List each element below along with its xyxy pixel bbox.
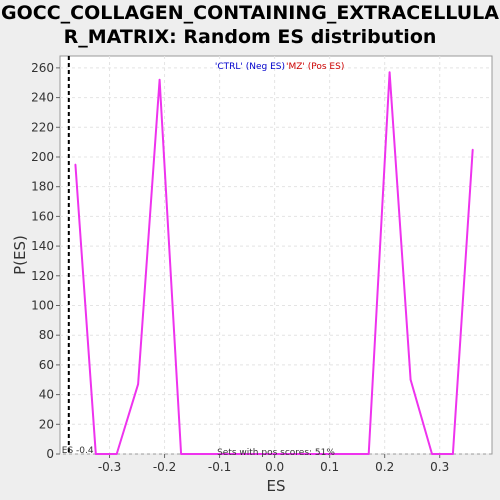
data-point [201, 453, 204, 455]
y-tick-label: 180 [31, 180, 54, 194]
chart-title-line-2: R_MATRIX: Random ES distribution [63, 26, 437, 48]
data-point [180, 453, 182, 455]
x-axis-label: ES [267, 477, 286, 495]
data-point [330, 453, 333, 455]
y-tick-label: 40 [39, 388, 54, 402]
x-tick-label: 0.3 [430, 460, 449, 474]
y-tick-label: 0 [46, 447, 54, 461]
legend-pos-label: 'MZ' (Pos ES) [286, 62, 344, 72]
y-tick-label: 220 [31, 120, 54, 134]
data-point [452, 453, 454, 455]
series-layer [74, 71, 474, 455]
data-point [388, 71, 391, 74]
actual-es-label: ES -0.4 [62, 446, 94, 456]
y-tick-label: 260 [31, 61, 54, 75]
y-axis-ticks: 0 20 40 60 80 100 120 140 160 180 200 220 240 260 [31, 61, 60, 461]
y-axis-label: P(ES) [11, 235, 29, 275]
x-tick-label: 0.2 [375, 460, 394, 474]
data-point [158, 78, 161, 81]
es-marker-layer: ES -0.4 [62, 56, 94, 456]
y-tick-label: 120 [31, 269, 54, 283]
chart-title: GOCC_COLLAGEN_CONTAINING_EXTRACELLULA R_… [0, 1, 500, 49]
data-point [367, 453, 370, 455]
data-point [223, 453, 225, 455]
data-point [94, 453, 97, 455]
data-point [115, 453, 118, 455]
data-point [351, 453, 354, 455]
data-point [471, 148, 474, 151]
x-tick-label: 0.1 [320, 460, 339, 474]
data-point [309, 453, 311, 455]
y-tick-label: 100 [31, 298, 54, 312]
y-tick-label: 140 [31, 239, 54, 253]
x-axis-ticks: -0.3 -0.2 -0.1 0.0 0.1 0.2 0.3 [98, 454, 449, 474]
y-tick-label: 200 [31, 150, 54, 164]
data-point [74, 163, 77, 166]
y-tick-label: 60 [39, 358, 54, 372]
grid-lines [60, 56, 492, 455]
data-point [409, 378, 412, 381]
x-tick-label: 0.0 [265, 460, 284, 474]
y-tick-label: 20 [39, 417, 54, 431]
plot-area [59, 55, 493, 455]
data-point [244, 453, 247, 455]
legend-neg-label: 'CTRL' (Neg ES) [215, 62, 285, 72]
data-point [431, 453, 433, 455]
data-point [266, 453, 268, 455]
chart-title-line-1: GOCC_COLLAGEN_CONTAINING_EXTRACELLULA [1, 2, 499, 24]
y-tick-label: 80 [39, 328, 54, 342]
x-tick-label: -0.2 [153, 460, 176, 474]
y-tick-label: 240 [31, 91, 54, 105]
data-point [287, 453, 290, 455]
data-point [137, 383, 139, 386]
es-distribution-line [74, 71, 474, 455]
x-tick-label: -0.3 [98, 460, 121, 474]
y-tick-label: 160 [31, 209, 54, 223]
x-tick-label: -0.1 [208, 460, 231, 474]
pos-scores-annotation: Sets with pos scores: 51% [217, 448, 335, 458]
